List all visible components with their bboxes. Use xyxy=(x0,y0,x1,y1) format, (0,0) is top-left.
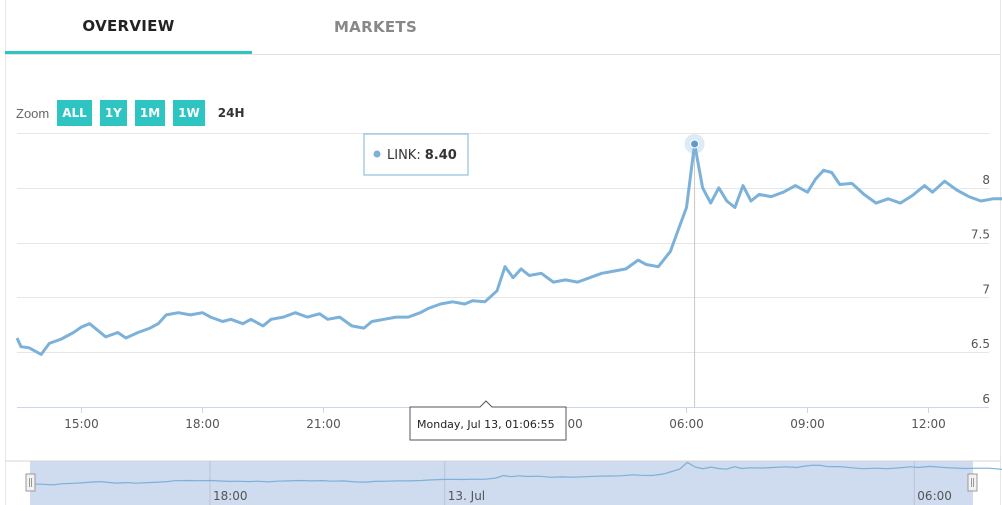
y-tick-label: 7 xyxy=(982,282,990,296)
tab-overview[interactable]: OVERVIEW xyxy=(5,0,252,54)
zoom-1y-button[interactable]: 1Y xyxy=(99,100,127,126)
navigator-label: 18:00 xyxy=(213,489,248,503)
y-tick-label: 7.5 xyxy=(971,228,990,242)
widget-frame xyxy=(5,0,1001,505)
tab-markets[interactable]: MARKETS xyxy=(333,18,418,36)
zoom-all-button[interactable]: ALL xyxy=(57,100,92,126)
tooltip: LINK: 8.40 xyxy=(363,133,469,176)
navigator-label: 13. Jul xyxy=(448,489,485,503)
crosshair-label: Monday, Jul 13, 01:06:55 xyxy=(409,400,567,441)
tooltip-label: LINK: 8.40 xyxy=(387,148,457,163)
tab-bar: OVERVIEW MARKETS xyxy=(5,0,1001,55)
x-tick-label: 15:00 xyxy=(64,417,99,431)
navigator-series xyxy=(29,461,1002,486)
x-tick-label: 06:00 xyxy=(669,417,704,431)
y-tick-label: 6.5 xyxy=(971,337,990,351)
y-tick-label: 8 xyxy=(982,173,990,187)
zoom-selector: Zoom ALL 1Y 1M 1W 24H xyxy=(16,100,258,126)
navigator-handle-right[interactable] xyxy=(967,473,978,492)
navigator-window[interactable] xyxy=(30,461,973,505)
zoom-1m-button[interactable]: 1M xyxy=(134,100,166,126)
series-line-link xyxy=(15,142,1002,356)
tooltip-series-dot xyxy=(373,150,381,158)
zoom-label: Zoom xyxy=(16,105,50,121)
navigator-handle-left[interactable] xyxy=(25,473,36,492)
x-tick-label: 21:00 xyxy=(306,417,341,431)
x-tick-label: 09:00 xyxy=(790,417,825,431)
crosshair-date-text: Monday, Jul 13, 01:06:55 xyxy=(417,418,555,431)
hover-marker xyxy=(690,139,700,149)
x-tick-label: 12:00 xyxy=(911,417,946,431)
y-axis: 6 6.5 7 7.5 8 xyxy=(971,173,990,406)
zoom-24h-button[interactable]: 24H xyxy=(217,106,245,120)
navigator-label: 06:00 xyxy=(917,489,952,503)
x-tick-label: 18:00 xyxy=(185,417,220,431)
zoom-1w-button[interactable]: 1W xyxy=(173,100,205,126)
y-tick-label: 6 xyxy=(982,392,990,406)
